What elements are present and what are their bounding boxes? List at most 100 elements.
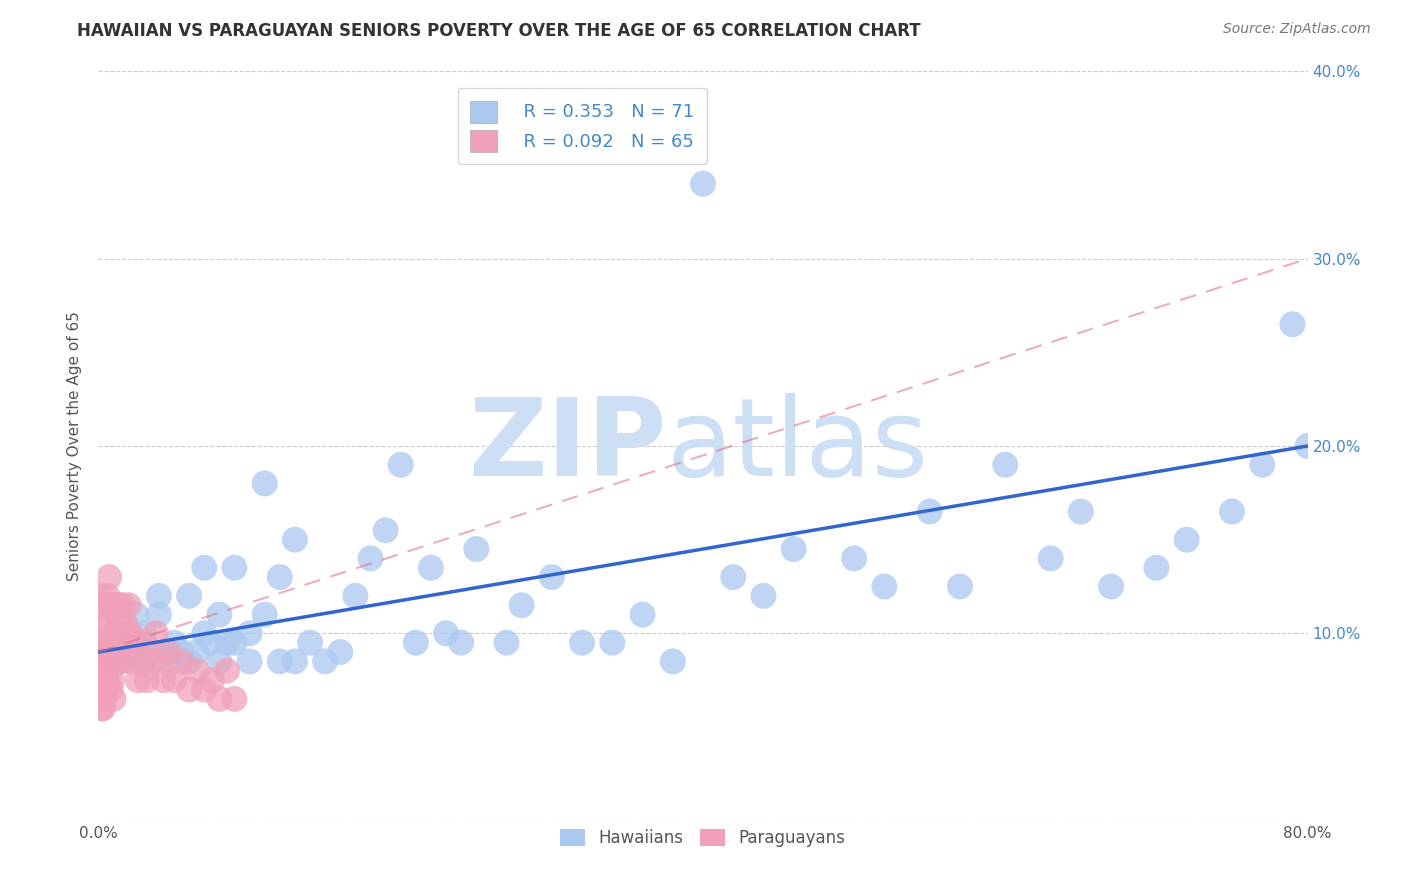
Point — [101, 673, 124, 688]
Point — [193, 561, 215, 575]
Point — [540, 570, 562, 584]
Point — [124, 635, 146, 649]
Point — [239, 655, 262, 669]
Point — [224, 692, 246, 706]
Point — [152, 673, 174, 688]
Text: atlas: atlas — [666, 393, 929, 499]
Point — [163, 635, 186, 649]
Point — [96, 635, 118, 649]
Point — [465, 542, 488, 557]
Point — [224, 635, 246, 649]
Point — [269, 655, 291, 669]
Point — [107, 645, 129, 659]
Point — [193, 626, 215, 640]
Point — [186, 664, 208, 678]
Point — [148, 607, 170, 622]
Point — [121, 655, 143, 669]
Point — [329, 645, 352, 659]
Point — [510, 599, 533, 613]
Point — [253, 607, 276, 622]
Point — [1099, 580, 1122, 594]
Point — [602, 635, 624, 649]
Point — [179, 655, 201, 669]
Point — [98, 570, 121, 584]
Point — [389, 458, 412, 472]
Point — [93, 673, 115, 688]
Point — [94, 599, 117, 613]
Point — [752, 589, 775, 603]
Legend: Hawaiians, Paraguayans: Hawaiians, Paraguayans — [554, 822, 852, 854]
Point — [571, 635, 593, 649]
Point — [170, 645, 193, 659]
Point — [98, 664, 121, 678]
Point — [118, 599, 141, 613]
Text: HAWAIIAN VS PARAGUAYAN SENIORS POVERTY OVER THE AGE OF 65 CORRELATION CHART: HAWAIIAN VS PARAGUAYAN SENIORS POVERTY O… — [77, 22, 921, 40]
Point — [284, 655, 307, 669]
Point — [145, 626, 167, 640]
Point — [101, 599, 124, 613]
Point — [93, 692, 115, 706]
Point — [495, 635, 517, 649]
Point — [420, 561, 443, 575]
Point — [239, 626, 262, 640]
Point — [434, 626, 457, 640]
Point — [723, 570, 745, 584]
Point — [112, 635, 135, 649]
Point — [120, 626, 142, 640]
Point — [94, 645, 117, 659]
Point — [105, 635, 128, 649]
Point — [104, 655, 127, 669]
Point — [96, 655, 118, 669]
Point — [127, 673, 149, 688]
Point — [179, 682, 201, 697]
Point — [101, 635, 124, 649]
Point — [89, 589, 111, 603]
Point — [450, 635, 472, 649]
Point — [374, 524, 396, 538]
Point — [105, 599, 128, 613]
Point — [155, 645, 177, 659]
Y-axis label: Seniors Poverty Over the Age of 65: Seniors Poverty Over the Age of 65 — [67, 311, 83, 581]
Point — [661, 655, 683, 669]
Point — [141, 645, 163, 659]
Point — [94, 682, 117, 697]
Point — [299, 635, 322, 649]
Point — [692, 177, 714, 191]
Point — [284, 533, 307, 547]
Point — [156, 645, 179, 659]
Point — [1039, 551, 1062, 566]
Point — [163, 673, 186, 688]
Point — [208, 607, 231, 622]
Point — [179, 589, 201, 603]
Point — [107, 599, 129, 613]
Point — [1251, 458, 1274, 472]
Text: ZIP: ZIP — [468, 393, 666, 499]
Point — [631, 607, 654, 622]
Point — [148, 655, 170, 669]
Point — [98, 635, 121, 649]
Point — [91, 664, 114, 678]
Point — [1220, 505, 1243, 519]
Point — [135, 673, 157, 688]
Point — [100, 645, 122, 659]
Point — [1175, 533, 1198, 547]
Point — [103, 655, 125, 669]
Point — [163, 655, 186, 669]
Point — [104, 626, 127, 640]
Point — [1144, 561, 1167, 575]
Point — [994, 458, 1017, 472]
Point — [132, 655, 155, 669]
Point — [215, 635, 238, 649]
Text: Source: ZipAtlas.com: Source: ZipAtlas.com — [1223, 22, 1371, 37]
Point — [93, 645, 115, 659]
Point — [90, 655, 112, 669]
Point — [115, 645, 138, 659]
Point — [215, 664, 238, 678]
Point — [360, 551, 382, 566]
Point — [186, 645, 208, 659]
Point — [108, 655, 131, 669]
Point — [844, 551, 866, 566]
Point — [118, 635, 141, 649]
Point — [201, 673, 224, 688]
Point — [111, 599, 134, 613]
